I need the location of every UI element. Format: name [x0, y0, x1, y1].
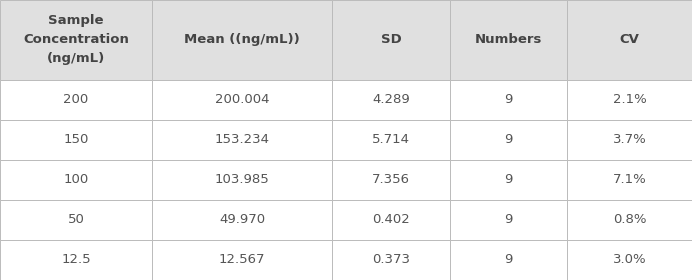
Text: 0.402: 0.402	[372, 213, 410, 227]
Bar	[152, 120, 332, 160]
Text: 2.1%: 2.1%	[613, 93, 646, 106]
Bar	[567, 80, 692, 120]
Text: 9: 9	[504, 173, 513, 186]
Text: Sample
Concentration
(ng/mL): Sample Concentration (ng/mL)	[24, 14, 129, 66]
Bar	[450, 160, 567, 200]
Text: 0.373: 0.373	[372, 253, 410, 267]
Bar	[152, 160, 332, 200]
Bar	[0, 200, 152, 240]
Bar	[152, 240, 332, 280]
Text: 3.7%: 3.7%	[613, 133, 646, 146]
Text: 12.567: 12.567	[219, 253, 266, 267]
Bar	[332, 80, 450, 120]
Bar	[450, 240, 567, 280]
Text: 50: 50	[68, 213, 84, 227]
Text: 5.714: 5.714	[372, 133, 410, 146]
Text: Mean ((ng/mL)): Mean ((ng/mL))	[184, 33, 300, 46]
Bar	[332, 200, 450, 240]
Bar	[567, 160, 692, 200]
Text: 12.5: 12.5	[62, 253, 91, 267]
Bar	[152, 200, 332, 240]
Text: 150: 150	[64, 133, 89, 146]
Bar	[0, 80, 152, 120]
Text: 7.356: 7.356	[372, 173, 410, 186]
Bar	[332, 160, 450, 200]
Text: 200.004: 200.004	[215, 93, 269, 106]
Bar	[450, 120, 567, 160]
Bar	[0, 160, 152, 200]
Text: 9: 9	[504, 93, 513, 106]
Bar	[0, 0, 152, 80]
Text: 9: 9	[504, 133, 513, 146]
Text: CV: CV	[620, 33, 639, 46]
Bar	[567, 200, 692, 240]
Text: 9: 9	[504, 213, 513, 227]
Bar	[332, 240, 450, 280]
Text: 49.970: 49.970	[219, 213, 265, 227]
Bar	[332, 0, 450, 80]
Text: 200: 200	[64, 93, 89, 106]
Text: Numbers: Numbers	[475, 33, 543, 46]
Text: 103.985: 103.985	[215, 173, 270, 186]
Bar	[450, 80, 567, 120]
Text: SD: SD	[381, 33, 401, 46]
Bar	[152, 0, 332, 80]
Text: 4.289: 4.289	[372, 93, 410, 106]
Text: 153.234: 153.234	[215, 133, 270, 146]
Text: 100: 100	[64, 173, 89, 186]
Text: 9: 9	[504, 253, 513, 267]
Bar	[567, 0, 692, 80]
Text: 7.1%: 7.1%	[613, 173, 646, 186]
Text: 3.0%: 3.0%	[613, 253, 646, 267]
Bar	[450, 200, 567, 240]
Bar	[0, 120, 152, 160]
Bar	[152, 80, 332, 120]
Bar	[567, 240, 692, 280]
Bar	[567, 120, 692, 160]
Bar	[450, 0, 567, 80]
Text: 0.8%: 0.8%	[613, 213, 646, 227]
Bar	[0, 240, 152, 280]
Bar	[332, 120, 450, 160]
